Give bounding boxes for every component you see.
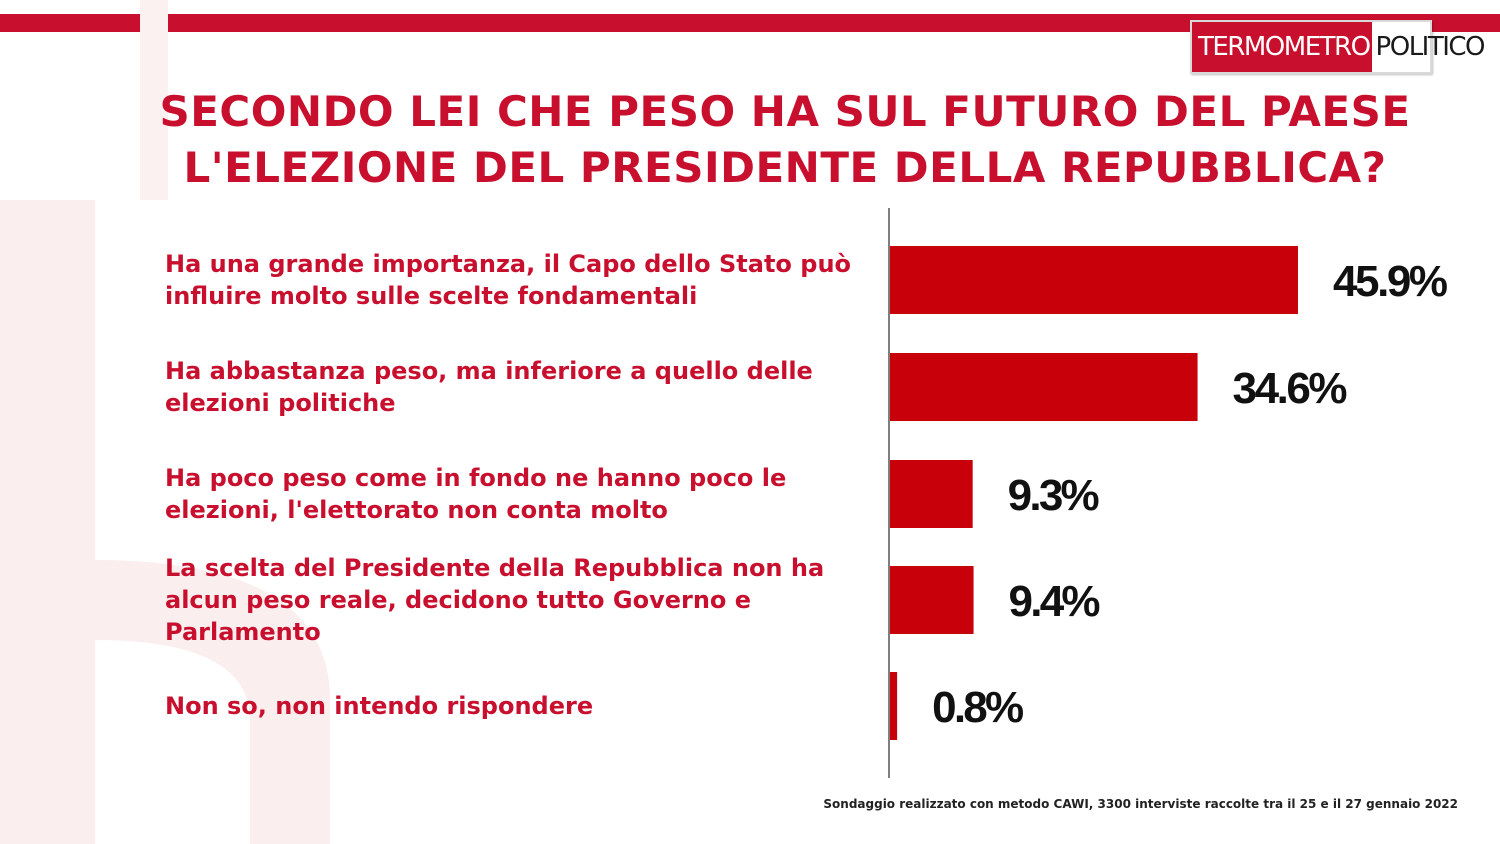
category-label-0-line-1: influire molto sulle scelte fondamentali xyxy=(165,282,697,310)
bar-1 xyxy=(890,353,1198,421)
bar-3 xyxy=(890,566,974,634)
category-label-0-line-0: Ha una grande importanza, il Capo dello … xyxy=(165,250,851,278)
bar-4 xyxy=(890,672,898,740)
category-label-2-line-1: elezioni, l'elettorato non conta molto xyxy=(165,496,668,524)
bar-2 xyxy=(890,460,973,528)
category-label-2-line-0: Ha poco peso come in fondo ne hanno poco… xyxy=(165,464,786,492)
chart-title: SECONDO LEI CHE PESO HA SUL FUTURO DEL P… xyxy=(120,84,1450,196)
logo-text-red: TERMOMETRO xyxy=(1192,22,1372,72)
value-label-0: 45.9% xyxy=(1333,257,1448,306)
top-red-band xyxy=(0,14,1500,32)
title-line-2: L'ELEZIONE DEL PRESIDENTE DELLA REPUBBLI… xyxy=(183,143,1387,192)
category-label-3-line-0: La scelta del Presidente della Repubblic… xyxy=(165,554,824,582)
category-label-3-line-1: alcun peso reale, decidono tutto Governo… xyxy=(165,586,751,614)
category-label-1-line-1: elezioni politiche xyxy=(165,389,396,417)
bar-0 xyxy=(890,246,1298,314)
category-label-4-line-0: Non so, non intendo rispondere xyxy=(165,692,593,720)
value-label-1: 34.6% xyxy=(1233,364,1348,413)
value-label-3: 9.4% xyxy=(1009,577,1101,626)
value-label-4: 0.8% xyxy=(932,683,1024,732)
survey-footnote: Sondaggio realizzato con metodo CAWI, 33… xyxy=(823,797,1458,811)
value-label-2: 9.3% xyxy=(1008,471,1100,520)
category-label-1-line-0: Ha abbastanza peso, ma inferiore a quell… xyxy=(165,357,813,385)
category-label-3-line-2: Parlamento xyxy=(165,618,321,646)
title-line-1: SECONDO LEI CHE PESO HA SUL FUTURO DEL P… xyxy=(159,87,1411,136)
termometro-politico-logo: TERMOMETRO POLITICO xyxy=(1190,20,1486,74)
logo-text-dark: POLITICO xyxy=(1375,32,1486,62)
